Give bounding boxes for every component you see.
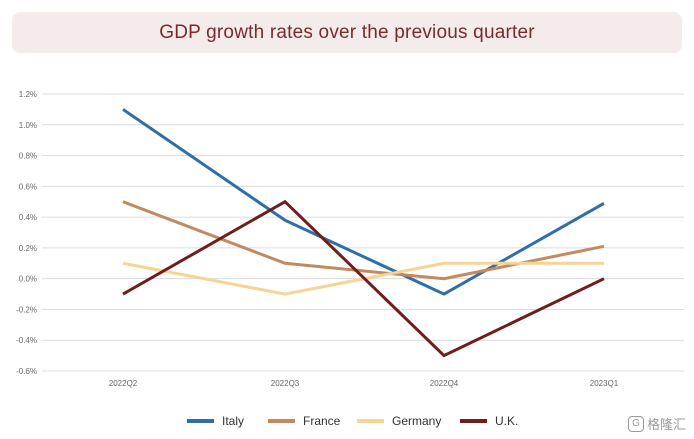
y-tick-label: 0.0% <box>19 275 37 284</box>
y-tick-label: 0.6% <box>19 182 37 191</box>
legend-label: Italy <box>222 414 244 428</box>
x-tick-label: 2022Q2 <box>109 379 138 388</box>
y-tick-label: 0.2% <box>19 244 37 253</box>
y-tick-label: 1.2% <box>19 90 37 99</box>
legend-label: Germany <box>392 414 441 428</box>
y-tick-label: -0.2% <box>16 305 37 314</box>
legend-label: France <box>303 414 341 428</box>
watermark: G 格隆汇 <box>627 414 686 433</box>
y-tick-label: 1.0% <box>19 121 37 130</box>
x-tick-label: 2023Q1 <box>590 379 619 388</box>
watermark-logo-icon: G <box>627 415 644 432</box>
chart-title: GDP growth rates over the previous quart… <box>159 21 535 43</box>
watermark-text: 格隆汇 <box>646 417 686 432</box>
y-tick-label: -0.6% <box>16 367 37 376</box>
chart-title-bar: GDP growth rates over the previous quart… <box>12 12 682 53</box>
series-line-italy <box>122 108 605 296</box>
y-tick-label: 0.8% <box>19 152 37 161</box>
y-tick-label: -0.4% <box>16 336 37 345</box>
series-line-uk <box>122 199 605 358</box>
y-tick-label: 0.4% <box>19 213 37 222</box>
x-tick-label: 2022Q3 <box>271 379 300 388</box>
legend-label: U.K. <box>495 414 518 428</box>
series-line-france <box>122 200 605 281</box>
x-tick-label: 2022Q4 <box>430 379 459 388</box>
